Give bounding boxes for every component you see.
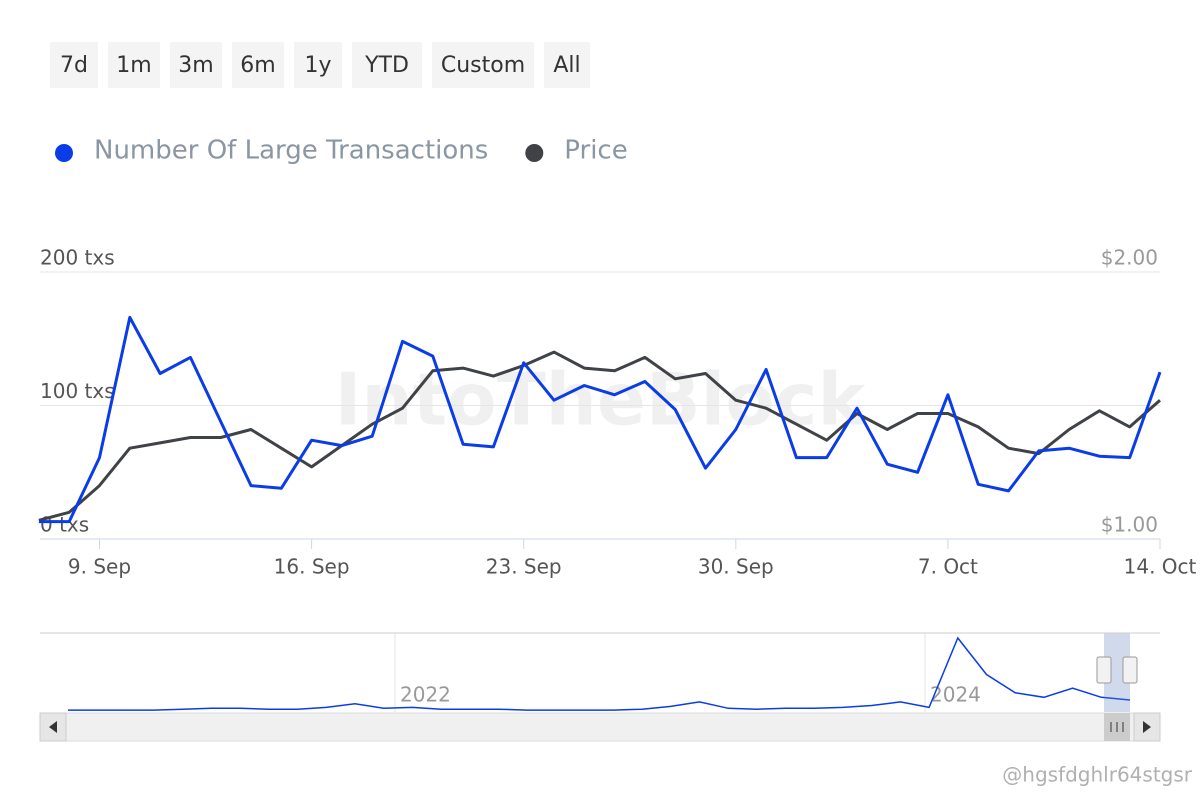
range-button-label: 1m [116,53,151,78]
range-button[interactable] [232,42,284,88]
range-button-label: YTD [364,53,409,78]
scrollbar[interactable] [39,712,1161,742]
y2-tick-label: $2.00 [1101,246,1158,270]
range-button[interactable] [544,42,590,88]
thumb-grip [1110,722,1124,732]
range-button-label: 7d [60,53,88,78]
legend-label[interactable]: Number Of Large Transactions [94,136,488,166]
y-tick-label: 200 txs [40,246,115,270]
range-button-label: 3m [178,53,213,78]
range-button-label: 1y [304,53,331,78]
range-button-label: 6m [240,53,275,78]
navigator-handle[interactable] [1122,656,1138,684]
y2-tick-label: $1.00 [1101,513,1158,537]
range-button[interactable] [352,42,422,88]
legend-marker [55,144,73,162]
range-button[interactable] [432,42,534,88]
x-tick-label: 23. Sep [486,555,562,579]
navigator-handle[interactable] [1096,656,1112,684]
x-tick-label: 30. Sep [698,555,774,579]
series-line [38,315,1162,524]
range-button[interactable] [294,42,342,88]
range-button[interactable] [50,42,98,88]
range-button-label: All [553,53,580,78]
watermark: IntoTheBlock [335,358,868,442]
range-button[interactable] [170,42,222,88]
arrow-left [49,721,57,733]
x-tick-label: 9. Sep [68,555,131,579]
series-line [38,350,1161,522]
x-tick-label: 7. Oct [918,555,978,579]
y-tick-label: 0 txs [40,513,89,537]
arrow-right [1143,721,1151,733]
range-button-label: Custom [441,53,525,78]
navigator-label: 2022 [400,683,451,707]
x-tick-label: 16. Sep [274,555,350,579]
navigator-line [68,636,1131,711]
x-tick-label: 14. Oct [1124,555,1197,579]
y-tick-label: 100 txs [40,379,115,403]
credit: @hgsfdghlr64stgsr [1002,763,1193,787]
legend-marker [525,144,544,162]
range-button[interactable] [108,42,160,88]
legend-label[interactable]: Price [564,136,627,166]
